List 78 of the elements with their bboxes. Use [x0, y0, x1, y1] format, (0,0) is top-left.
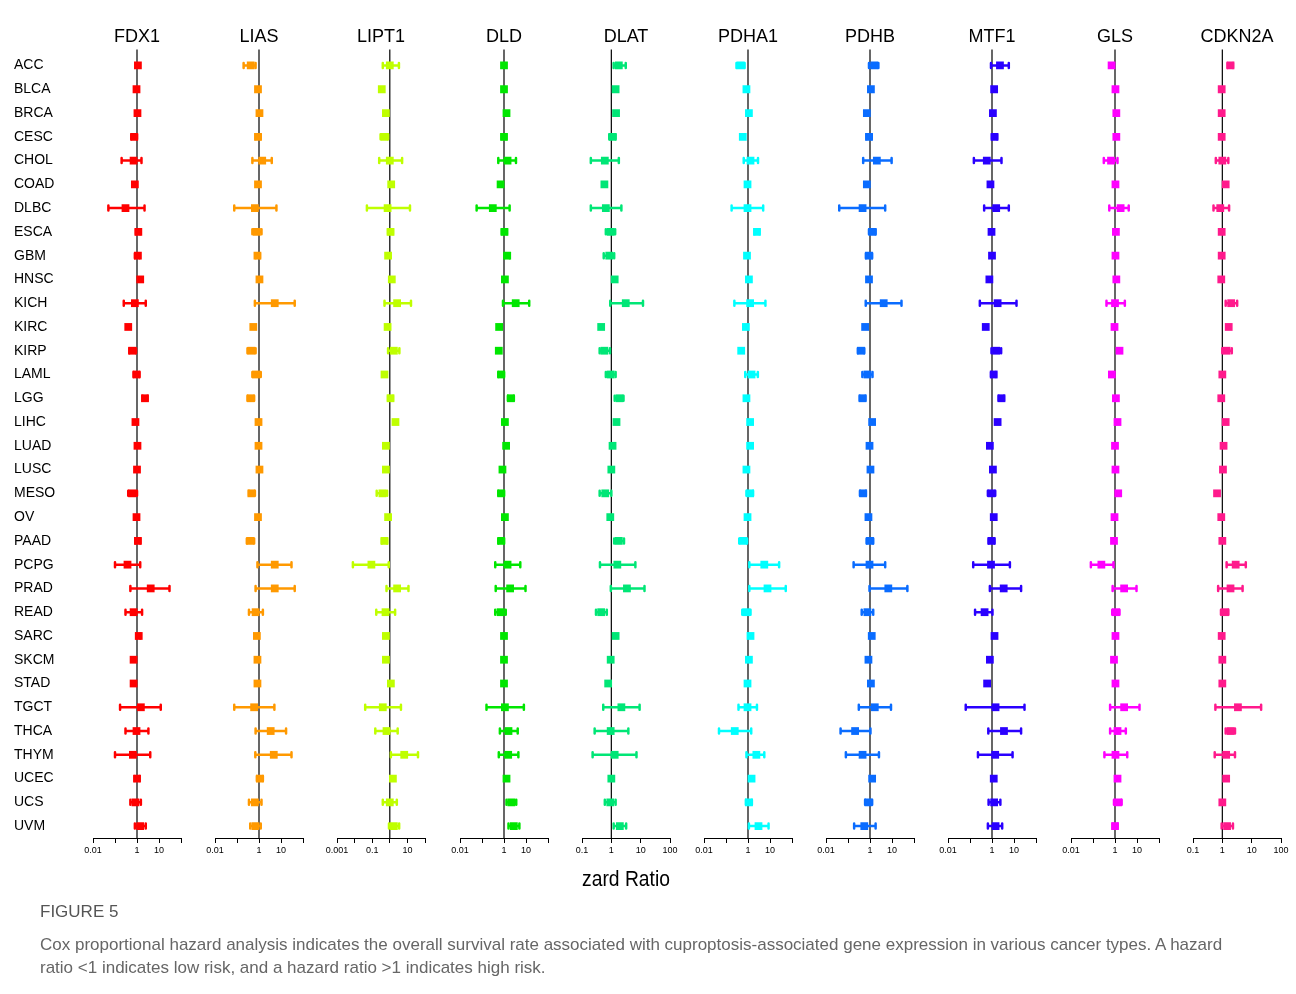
caption: FIGURE 5 [40, 901, 120, 923]
y-tick-label: HNSC [14, 270, 54, 287]
x-tick-label: 0.1 [575, 844, 589, 855]
x-tick-label: 0.01 [817, 844, 835, 855]
x-tick-label: 0.1 [1186, 844, 1200, 855]
y-tick-label: READ [14, 603, 53, 620]
x-tick-label: 1 [608, 844, 614, 855]
y-tick-label: COAD [14, 175, 55, 192]
x-tick-label: 10 [402, 844, 413, 855]
x-tick-label: 10 [1131, 844, 1142, 855]
y-tick-label: LIHC [14, 412, 46, 429]
y-tick-label: KICH [14, 294, 48, 311]
x-tick-label: 0.01 [84, 844, 102, 855]
y-tick-label: LAML [14, 365, 51, 382]
x-tick-label: 10 [520, 844, 531, 855]
y-tick-label: BRCA [14, 103, 54, 120]
x-tick-label: 0.01 [939, 844, 958, 855]
y-tick-label: OV [14, 507, 35, 524]
y-tick-label: SKCM [14, 650, 55, 667]
x-tick-label: 1 [867, 844, 873, 855]
y-tick-label: LUSC [14, 460, 52, 477]
y-tick-label: UCEC [14, 769, 54, 786]
x-axis-title: zard Ratio [581, 865, 670, 891]
x-tick-label: 0.1 [366, 844, 379, 855]
x-tick-label: 1 [1112, 844, 1118, 855]
x-tick-label: 1 [989, 844, 995, 855]
y-tick-label: THYM [14, 745, 54, 762]
x-tick-label: 10 [276, 844, 287, 855]
x-tick-label: 10 [153, 844, 165, 855]
y-tick-label: THCA [14, 721, 53, 738]
x-tick-label: 10 [635, 844, 646, 855]
y-tick-label: CESC [14, 127, 53, 144]
y-tick-label: UVM [14, 816, 46, 833]
chart-title: LIAS [239, 25, 279, 46]
x-tick-label: 1 [134, 844, 140, 855]
y-tick-label: BLCA [14, 80, 52, 97]
y-tick-label: PAAD [14, 531, 52, 548]
y-tick-label: STAD [14, 674, 51, 691]
chart-title: LIPT1 [357, 25, 406, 46]
y-tick-label: TGCT [14, 698, 53, 715]
y-tick-label: CHOL [14, 151, 54, 168]
x-tick-label: 10 [764, 844, 776, 855]
x-tick-label: 100 [1273, 844, 1289, 855]
y-tick-label: GBM [14, 246, 46, 263]
chart-title: PDHA1 [717, 25, 779, 46]
x-tick-label: 1 [501, 844, 507, 855]
x-tick-label: 1 [256, 844, 262, 855]
y-tick-label: SARC [14, 626, 53, 643]
chart-title: MTF1 [968, 25, 1016, 46]
y-tick-label: KIRP [14, 341, 47, 358]
x-tick-label: 0.01 [206, 844, 224, 855]
chart-title: PDHB [845, 25, 896, 46]
y-tick-label: PRAD [14, 579, 53, 596]
y-tick-label: UCS [14, 793, 44, 810]
x-tick-label: 10 [1009, 844, 1020, 855]
chart-title: CDKN2A [1200, 25, 1274, 46]
x-tick-label: 0.001 [326, 844, 349, 855]
y-tick-label: PCPG [14, 555, 54, 572]
text: Cox proportional hazard analysis indicates the overall survival rate associated with cuproptosis-associated gene expression in various cancer types. A hazard ratio <1 indicates low risk, and a hazard ratio >1 indicates high risk. [40, 934, 1224, 979]
y-tick-label: KIRC [14, 317, 48, 334]
x-tick-label: 10 [1246, 844, 1257, 855]
x-tick-label: 10 [887, 844, 898, 855]
y-tick-label: LUAD [14, 436, 52, 453]
chart-title: GLS [1096, 25, 1133, 46]
y-tick-label: ESCA [14, 222, 53, 239]
x-tick-label: 1 [745, 844, 751, 855]
chart-title: DLAT [603, 25, 649, 46]
y-tick-label: DLBC [14, 198, 52, 215]
x-tick-label: 0.01 [1061, 844, 1080, 855]
y-tick-label: MESO [14, 484, 56, 501]
chart-title: FDX1 [113, 25, 161, 46]
y-tick-label: ACC [14, 56, 44, 73]
x-tick-label: 1 [1219, 844, 1225, 855]
x-tick-label: 0.01 [695, 844, 713, 855]
y-tick-label: LGG [14, 389, 44, 406]
chart-title: DLD [485, 25, 522, 46]
x-tick-label: 0.01 [450, 844, 469, 855]
x-tick-label: 100 [662, 844, 678, 855]
